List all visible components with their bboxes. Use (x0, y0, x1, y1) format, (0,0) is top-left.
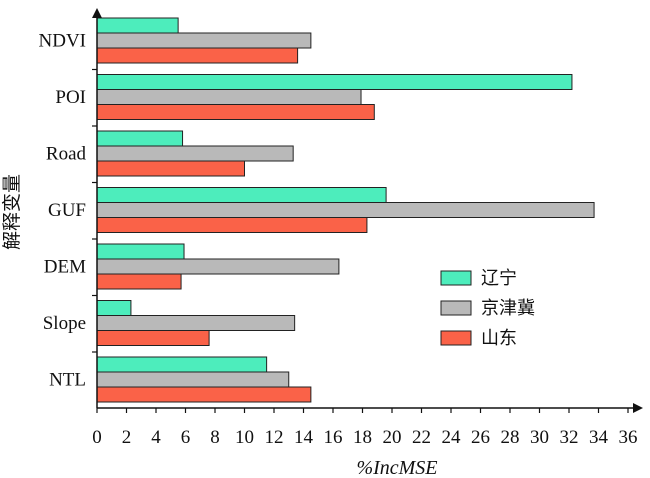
x-tick-label-20: 20 (383, 427, 402, 448)
legend-label-0: 辽宁 (481, 268, 517, 289)
y-axis-arrow (92, 8, 102, 18)
category-label-ndvi: NDVI (39, 31, 87, 52)
bar-poi-1 (96, 89, 362, 105)
bar-ndvi-1 (96, 32, 312, 49)
x-tick-label-4: 4 (151, 427, 161, 448)
legend-label-1: 京津冀 (481, 298, 535, 319)
legend-swatch-0 (440, 270, 472, 286)
x-tick-label-28: 28 (501, 427, 520, 448)
bar-road-1 (96, 145, 294, 162)
legend-swatch-1 (440, 300, 472, 316)
category-label-poi: POI (55, 87, 86, 108)
x-tick-label-14: 14 (294, 427, 314, 448)
x-tick-label-6: 6 (181, 427, 191, 448)
category-label-guf: GUF (48, 200, 86, 221)
bar-poi-0 (96, 74, 573, 90)
bar-poi-2 (96, 104, 375, 120)
x-tick-label-22: 22 (412, 427, 431, 448)
bar-slope-0 (96, 300, 132, 316)
bar-road-0 (96, 130, 184, 147)
x-tick-label-26: 26 (471, 427, 490, 448)
bar-guf-0 (96, 187, 387, 203)
legend-label-2: 山东 (481, 328, 517, 349)
x-tick-label-10: 10 (235, 427, 254, 448)
bar-ndvi-2 (96, 47, 299, 64)
axes-group (92, 8, 643, 413)
x-tick-label-30: 30 (530, 427, 549, 448)
legend-swatch-2 (440, 330, 472, 346)
bar-dem-1 (96, 258, 340, 275)
x-axis-arrow (633, 403, 643, 413)
x-axis-title: %IncMSE (356, 457, 437, 478)
x-tick-label-16: 16 (324, 427, 343, 448)
x-tick-labels: 0 2 4 6 8 10 12 14 16 18 20 22 24 26 28 30 32 34 36 (92, 427, 637, 448)
bar-guf-2 (96, 217, 368, 233)
category-label-dem: DEM (44, 257, 86, 278)
x-tick-label-18: 18 (353, 427, 372, 448)
x-tick-label-34: 34 (589, 427, 609, 448)
bar-guf-1 (96, 202, 595, 218)
category-labels: NDVI POI Road GUF DEM Slope NTL (39, 31, 87, 391)
category-label-road: Road (46, 144, 87, 165)
bar-ndvi-0 (96, 17, 179, 34)
x-tick-label-24: 24 (442, 427, 462, 448)
category-label-slope: Slope (43, 313, 86, 334)
x-tick-label-32: 32 (560, 427, 579, 448)
bar-slope-2 (96, 330, 210, 346)
bar-slope-1 (96, 315, 296, 331)
bar-road-2 (96, 160, 245, 177)
category-label-ntl: NTL (49, 370, 86, 391)
x-tick-label-12: 12 (265, 427, 284, 448)
bar-dem-0 (96, 243, 185, 260)
bar-ntl-2 (96, 386, 312, 403)
y-axis-title: 解释变量 (1, 174, 23, 250)
x-tick-label-2: 2 (122, 427, 132, 448)
bar-ntl-1 (96, 371, 290, 388)
bars-group (96, 17, 595, 403)
x-tick-label-36: 36 (619, 427, 638, 448)
bar-dem-2 (96, 273, 182, 290)
bar-ntl-0 (96, 356, 268, 373)
x-tick-label-0: 0 (92, 427, 102, 448)
x-tick-label-8: 8 (210, 427, 220, 448)
